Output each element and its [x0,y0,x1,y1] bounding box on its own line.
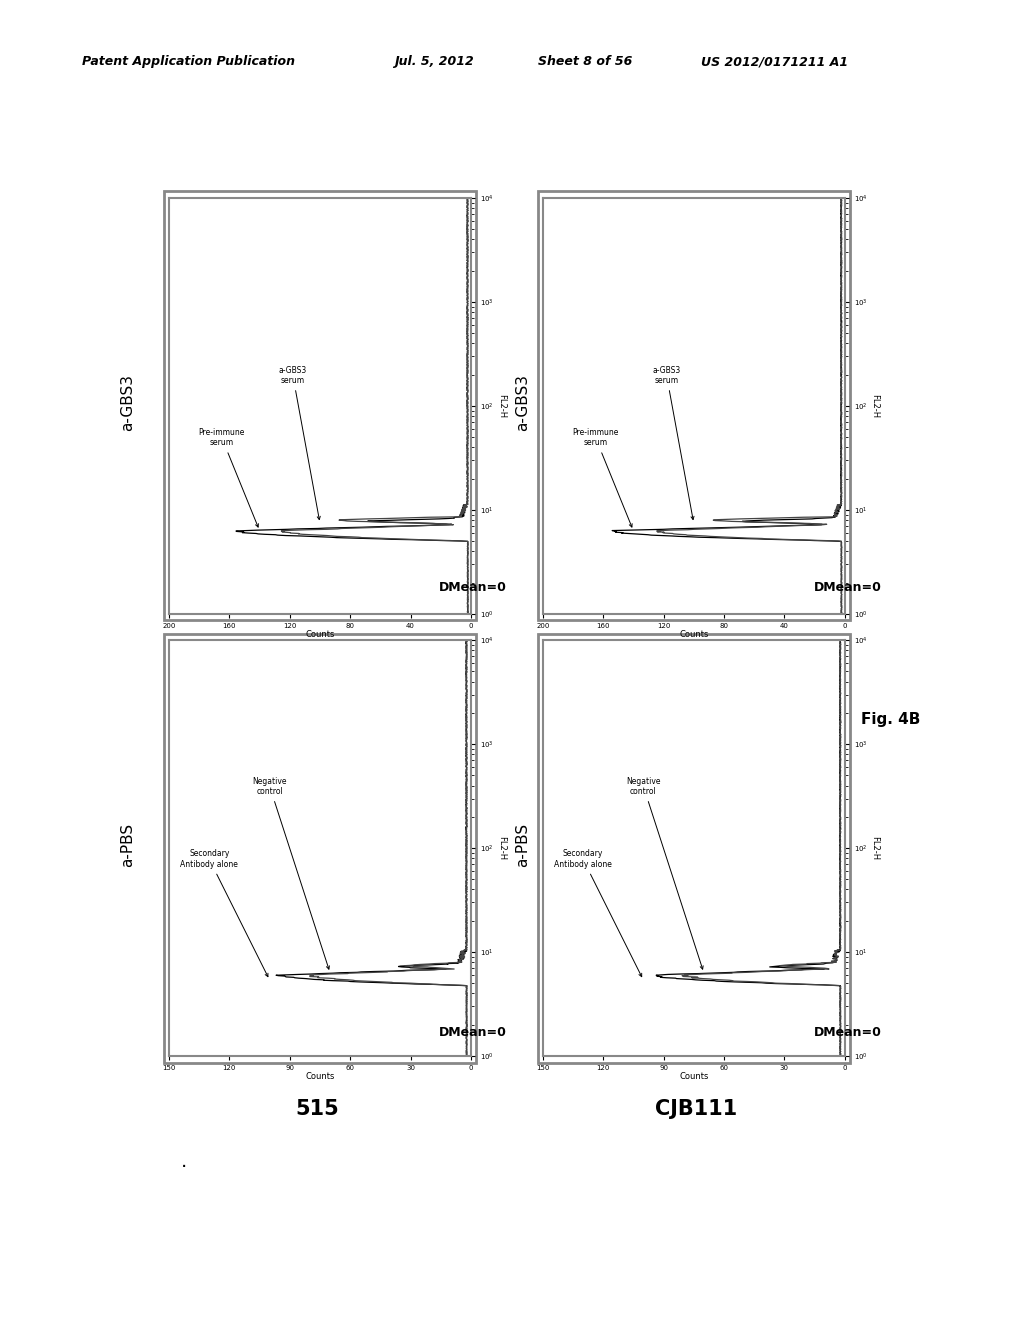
X-axis label: Counts: Counts [679,1072,709,1081]
Text: Pre-immune
serum: Pre-immune serum [572,428,632,527]
Text: Secondary
Antibody alone: Secondary Antibody alone [554,850,642,977]
Text: DMean=0: DMean=0 [439,581,507,594]
Text: a-GBS3
serum: a-GBS3 serum [652,366,694,520]
Text: Patent Application Publication: Patent Application Publication [82,55,295,69]
Text: DMean=0: DMean=0 [814,1026,882,1039]
Text: a-GBS3
serum: a-GBS3 serum [279,366,321,520]
Text: a-PBS: a-PBS [515,822,529,867]
Text: Fig. 4B: Fig. 4B [861,711,921,727]
Text: Negative
control: Negative control [252,776,330,969]
Text: Jul. 5, 2012: Jul. 5, 2012 [394,55,474,69]
X-axis label: Counts: Counts [305,1072,335,1081]
Y-axis label: FL2-H: FL2-H [870,393,880,418]
Y-axis label: FL2-H: FL2-H [870,836,880,861]
Text: a-GBS3: a-GBS3 [515,374,529,432]
Text: DMean=0: DMean=0 [439,1026,507,1039]
Text: a-PBS: a-PBS [121,822,135,867]
Text: Secondary
Antibody alone: Secondary Antibody alone [180,850,268,977]
Text: Pre-immune
serum: Pre-immune serum [199,428,258,527]
Text: US 2012/0171211 A1: US 2012/0171211 A1 [701,55,849,69]
X-axis label: Counts: Counts [679,630,709,639]
Y-axis label: FL2-H: FL2-H [497,836,506,861]
Text: .: . [181,1152,187,1171]
Text: Negative
control: Negative control [626,776,703,969]
Y-axis label: FL2-H: FL2-H [497,393,506,418]
Text: DMean=0: DMean=0 [814,581,882,594]
Text: Sheet 8 of 56: Sheet 8 of 56 [538,55,632,69]
Text: a-GBS3: a-GBS3 [121,374,135,432]
Text: 515: 515 [296,1098,339,1119]
X-axis label: Counts: Counts [305,630,335,639]
Text: CJB111: CJB111 [655,1098,737,1119]
